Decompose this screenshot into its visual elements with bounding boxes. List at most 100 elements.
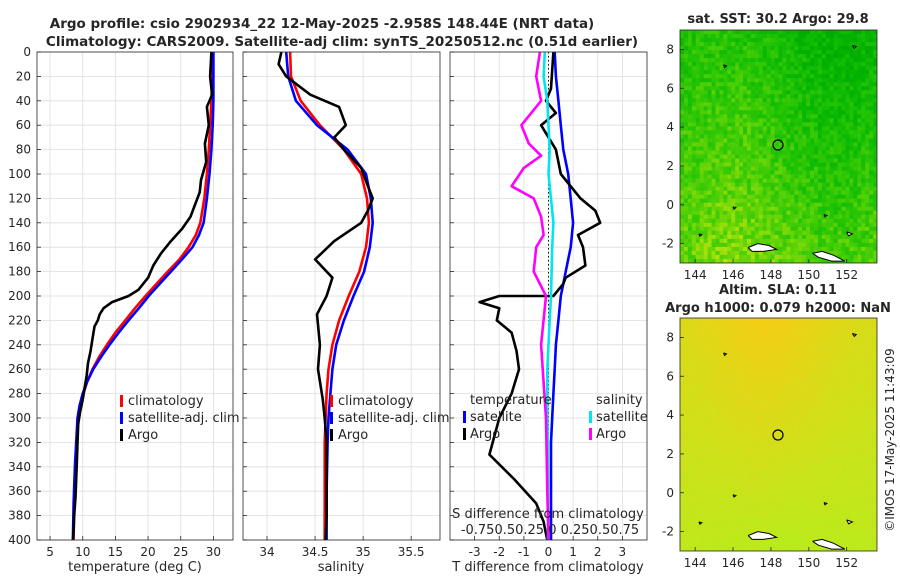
heatmap-cell <box>735 246 740 252</box>
heatmap-cell <box>810 54 815 59</box>
heatmap-cell <box>746 342 752 347</box>
heatmap-cell <box>782 426 787 431</box>
heatmap-cell <box>774 242 779 248</box>
heatmap-cell <box>680 426 685 431</box>
heatmap-cell <box>739 94 744 99</box>
heatmap-cell <box>845 434 850 439</box>
heatmap-cell <box>770 230 775 236</box>
heatmap-cell <box>825 114 831 119</box>
heatmap-cell <box>778 110 783 115</box>
heatmap-cell <box>687 234 693 240</box>
heatmap-cell <box>703 94 708 99</box>
heatmap-cell <box>691 318 697 323</box>
heatmap-cell <box>735 102 740 107</box>
heatmap-cell <box>746 70 752 75</box>
heatmap-cell <box>790 354 795 359</box>
heatmap-cell <box>829 54 835 59</box>
heatmap-cell <box>683 90 689 95</box>
heatmap-cell <box>794 106 799 111</box>
heatmap-cell <box>727 358 732 363</box>
heatmap-cell <box>703 226 708 232</box>
heatmap-cell <box>691 246 697 252</box>
heatmap-cell <box>699 114 705 119</box>
heatmap-cell <box>774 42 779 47</box>
x-tick-label: 0 <box>545 545 553 559</box>
heatmap-cell <box>766 442 772 447</box>
heatmap-cell <box>715 42 720 47</box>
heatmap-cell <box>746 150 752 155</box>
heatmap-cell <box>703 86 708 91</box>
heatmap-cell <box>861 458 866 464</box>
heatmap-cell <box>758 150 764 155</box>
heatmap-cell <box>683 78 689 83</box>
heatmap-cell <box>687 450 693 455</box>
heatmap-cell <box>802 246 807 252</box>
heatmap-cell <box>865 102 870 107</box>
heatmap-cell <box>735 78 740 83</box>
heatmap-cell <box>853 374 858 379</box>
heatmap-cell <box>680 230 685 236</box>
heatmap-cell <box>743 62 748 67</box>
heatmap-cell <box>719 38 724 43</box>
heatmap-cell <box>857 418 862 423</box>
heatmap-cell <box>786 442 791 447</box>
heatmap-cell <box>853 394 858 399</box>
heatmap-cell <box>719 90 724 95</box>
heatmap-cell <box>786 182 791 188</box>
depth-tick-label: 0 <box>23 45 31 59</box>
heatmap-cell <box>707 174 712 180</box>
heatmap-cell <box>861 398 866 403</box>
heatmap-cell <box>711 350 716 355</box>
heatmap-cell <box>683 210 689 216</box>
heatmap-cell <box>715 318 720 323</box>
heatmap-cell <box>695 30 701 35</box>
heatmap-cell <box>762 454 768 460</box>
heatmap-cell <box>770 402 775 407</box>
heatmap-cell <box>683 142 689 147</box>
heatmap-cell <box>825 346 831 351</box>
heatmap-cell <box>821 94 827 99</box>
heatmap-cell <box>794 170 799 176</box>
heatmap-cell <box>806 30 811 35</box>
heatmap-cell <box>825 234 831 240</box>
heatmap-cell <box>762 450 768 455</box>
heatmap-cell <box>857 438 862 443</box>
heatmap-cell <box>739 186 744 192</box>
heatmap-cell <box>845 246 850 252</box>
heatmap-cell <box>841 210 846 216</box>
heatmap-cell <box>680 338 685 343</box>
heatmap-cell <box>798 242 803 248</box>
heatmap-cell <box>813 414 819 419</box>
heatmap-cell <box>695 74 701 79</box>
heatmap-cell <box>782 394 787 399</box>
heatmap-cell <box>825 342 831 347</box>
heatmap-cell <box>829 50 835 55</box>
heatmap-cell <box>699 442 705 447</box>
heatmap-cell <box>735 210 740 216</box>
heatmap-cell <box>790 218 795 224</box>
heatmap-cell <box>687 202 693 208</box>
heatmap-cell <box>786 186 791 192</box>
heatmap-cell <box>794 334 799 339</box>
heatmap-cell <box>853 170 858 176</box>
heatmap-cell <box>695 58 701 63</box>
heatmap-cell <box>683 254 689 260</box>
heatmap-cell <box>719 242 724 248</box>
heatmap-cell <box>723 158 728 163</box>
heatmap-cell <box>703 174 708 180</box>
heatmap-cell <box>802 170 807 176</box>
heatmap-cell <box>865 418 870 423</box>
heatmap-cell <box>786 78 791 83</box>
heatmap-cell <box>821 370 827 375</box>
heatmap-cell <box>770 254 775 260</box>
heatmap-cell <box>861 62 866 67</box>
heatmap-cell <box>782 98 787 103</box>
heatmap-cell <box>695 438 701 443</box>
heatmap-cell <box>766 162 772 167</box>
heatmap-cell <box>821 442 827 447</box>
heatmap-cell <box>754 38 760 43</box>
heatmap-cell <box>754 166 760 172</box>
heatmap-cell <box>723 62 728 67</box>
heatmap-cell <box>699 374 705 379</box>
heatmap-cell <box>774 422 779 427</box>
